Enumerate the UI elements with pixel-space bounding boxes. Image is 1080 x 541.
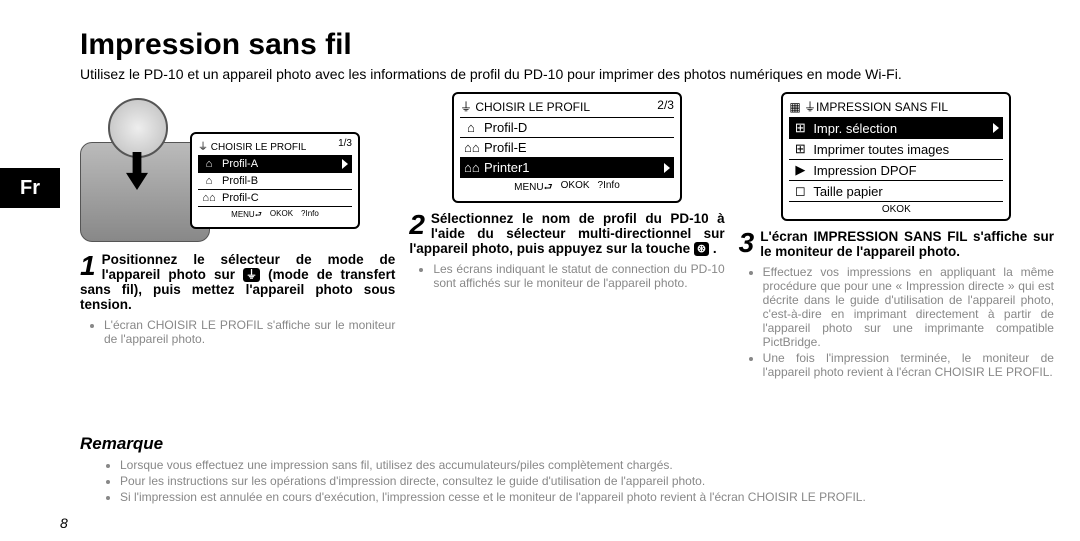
step3-bullets: Effectuez vos impressions en appliquant … xyxy=(739,265,1054,379)
play-icon: ▶ xyxy=(793,162,807,178)
menu-icon: MENU⮐ xyxy=(231,209,262,223)
remarque-item: Pour les instructions sur les opérations… xyxy=(120,474,1054,488)
profile-icon: ⌂ xyxy=(464,120,478,135)
wifi-mode-icon: ⏚ xyxy=(243,268,260,282)
step2-bullet: Les écrans indiquant le statut de connec… xyxy=(433,262,724,290)
lcd1-row-b: ⌂ Profil-B xyxy=(198,172,352,189)
chevron-right-icon xyxy=(993,123,999,133)
lcd3-row-size: ◻ Taille papier xyxy=(789,180,1003,201)
ok-button-icon: ⊛ xyxy=(694,242,709,256)
lcd2-row-printer: ⌂⌂ Printer1 xyxy=(460,157,674,177)
chevron-right-icon xyxy=(664,163,670,173)
remarque-item: Si l'impression est annulée en cours d'e… xyxy=(120,490,1054,504)
lcd1-title: ⏚ CHOISIR LE PROFIL xyxy=(198,138,306,153)
lcd-row-label: Impression DPOF xyxy=(813,163,916,178)
step-number: 1 xyxy=(80,252,96,280)
lcd-row-label: Profil-E xyxy=(484,140,527,155)
lcd-screen-2: ⏚ CHOISIR LE PROFIL 2/3 ⌂ Profil-D ⌂⌂ Pr… xyxy=(452,92,682,203)
lcd1-row-a: ⌂ Profil-A xyxy=(198,155,352,172)
language-tab: Fr xyxy=(0,168,60,208)
step3-bullet-2: Une fois l'impression terminée, le monit… xyxy=(763,351,1054,379)
remarque-list: Lorsque vous effectuez une impression sa… xyxy=(80,458,1054,504)
step2-bold-a: Sélectionnez le nom de profil du PD-10 à… xyxy=(409,211,724,256)
step1-bullet: L'écran CHOISIR LE PROFIL s'affiche sur … xyxy=(104,318,395,346)
lcd-row-label: Taille papier xyxy=(813,184,882,199)
printer-icon: ⌂⌂ xyxy=(464,160,478,175)
step-number: 3 xyxy=(739,229,755,257)
step1-text: 1 Positionnez le sélecteur de mode de l'… xyxy=(80,252,395,312)
profile-icon: ⌂ xyxy=(202,175,216,187)
lcd2-footer: MENU⮐ OKOK ?Info xyxy=(460,177,674,197)
intro-text: Utilisez le PD-10 et un appareil photo a… xyxy=(80,66,1054,82)
ok-icon: OKOK xyxy=(270,209,293,223)
profile-icon: ⌂⌂ xyxy=(464,140,478,155)
profile-icon: ⌂⌂ xyxy=(202,192,216,204)
lcd1-row-c: ⌂⌂ Profil-C xyxy=(198,189,352,206)
lcd-screen-3: ▦ ⏚IMPRESSION SANS FIL ⊞ Impr. sélection… xyxy=(781,92,1011,221)
step3-bullet-1: Effectuez vos impressions en appliquant … xyxy=(763,265,1054,349)
lcd2-page: 2/3 xyxy=(657,98,674,115)
step3-text: 3 L'écran IMPRESSION SANS FIL s'affiche … xyxy=(739,229,1054,259)
lcd-row-label: Profil-A xyxy=(222,158,258,170)
lcd-row-label: Profil-C xyxy=(222,192,259,204)
camera-illustration: ⏚ CHOISIR LE PROFIL 1/3 ⌂ Profil-A ⌂ Pro… xyxy=(80,92,395,252)
step2-bold-b: . xyxy=(713,241,717,256)
lcd-screen-1: ⏚ CHOISIR LE PROFIL 1/3 ⌂ Profil-A ⌂ Pro… xyxy=(190,132,360,229)
step-column-1: ⏚ CHOISIR LE PROFIL 1/3 ⌂ Profil-A ⌂ Pro… xyxy=(80,92,395,381)
camera-mode-dial xyxy=(108,98,168,158)
lcd3-row-sel: ⊞ Impr. sélection xyxy=(789,117,1003,138)
lcd-row-label: Impr. sélection xyxy=(813,121,897,136)
lcd2-row-e: ⌂⌂ Profil-E xyxy=(460,137,674,157)
ok-icon: OKOK xyxy=(882,204,911,215)
step2-text: 2 Sélectionnez le nom de profil du PD-10… xyxy=(409,211,724,256)
profile-icon: ⌂ xyxy=(202,158,216,170)
lcd3-title: ▦ ⏚IMPRESSION SANS FIL xyxy=(789,98,948,115)
grid-icon: ⊞ xyxy=(793,141,807,157)
step2-bullets: Les écrans indiquant le statut de connec… xyxy=(409,262,724,290)
lcd-row-label: Profil-D xyxy=(484,120,527,135)
paper-icon: ◻ xyxy=(793,183,807,199)
menu-icon: MENU⮐ xyxy=(514,180,552,197)
info-icon: ?Info xyxy=(301,209,319,223)
remarque-item: Lorsque vous effectuez une impression sa… xyxy=(120,458,1054,472)
lcd1-footer: MENU⮐ OKOK ?Info xyxy=(198,206,352,223)
info-icon: ?Info xyxy=(598,180,620,197)
step3-bold: L'écran IMPRESSION SANS FIL s'affiche su… xyxy=(760,229,1054,259)
lcd2-row-d: ⌂ Profil-D xyxy=(460,117,674,137)
remarque-block: Remarque Lorsque vous effectuez une impr… xyxy=(80,434,1054,506)
page-title: Impression sans fil xyxy=(80,28,352,62)
remarque-title: Remarque xyxy=(80,434,1054,454)
grid-icon: ⊞ xyxy=(793,120,807,136)
lcd-row-label: Profil-B xyxy=(222,175,258,187)
lcd-row-label: Imprimer toutes images xyxy=(813,142,949,157)
lcd2-title: ⏚ CHOISIR LE PROFIL xyxy=(460,98,590,115)
lcd3-row-all: ⊞ Imprimer toutes images xyxy=(789,138,1003,159)
chevron-right-icon xyxy=(342,159,348,169)
ok-icon: OKOK xyxy=(561,180,590,197)
lcd3-row-dpof: ▶ Impression DPOF xyxy=(789,159,1003,180)
step-column-3: ▦ ⏚IMPRESSION SANS FIL ⊞ Impr. sélection… xyxy=(739,92,1054,381)
step1-bullets: L'écran CHOISIR LE PROFIL s'affiche sur … xyxy=(80,318,395,346)
step-column-2: ⏚ CHOISIR LE PROFIL 2/3 ⌂ Profil-D ⌂⌂ Pr… xyxy=(409,92,724,381)
lcd-row-label: Printer1 xyxy=(484,160,530,175)
lcd1-page: 1/3 xyxy=(338,138,352,153)
page-number: 8 xyxy=(60,515,68,531)
lcd3-footer: OKOK xyxy=(789,201,1003,215)
step-number: 2 xyxy=(409,211,425,239)
